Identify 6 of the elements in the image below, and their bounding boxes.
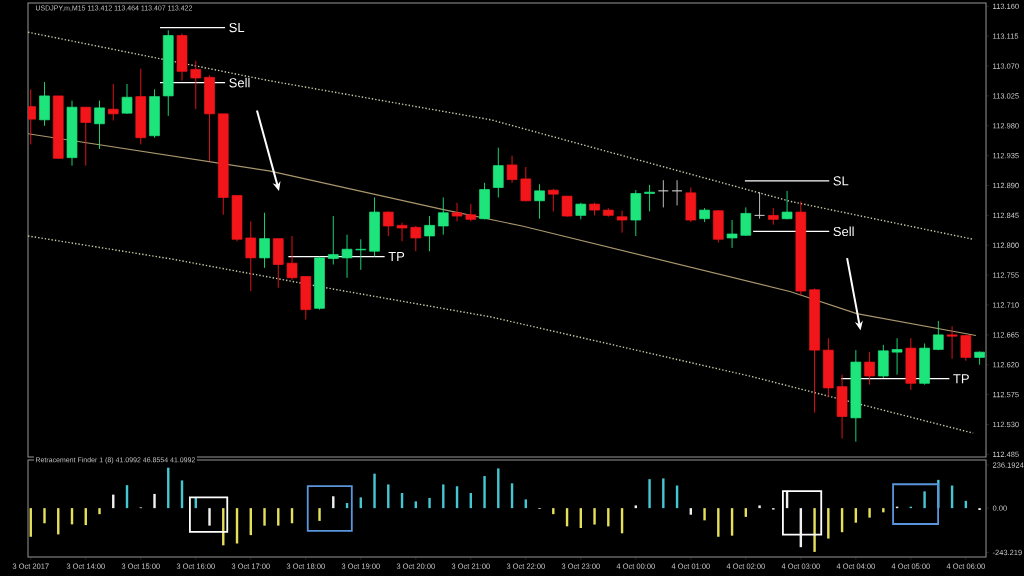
series-label: Sell xyxy=(229,77,250,88)
series-label: Sell xyxy=(833,226,854,237)
series-label: SL xyxy=(229,22,245,33)
series-label: TP xyxy=(953,374,969,384)
series-label: TP xyxy=(388,252,405,262)
series-label: SL xyxy=(833,176,849,186)
